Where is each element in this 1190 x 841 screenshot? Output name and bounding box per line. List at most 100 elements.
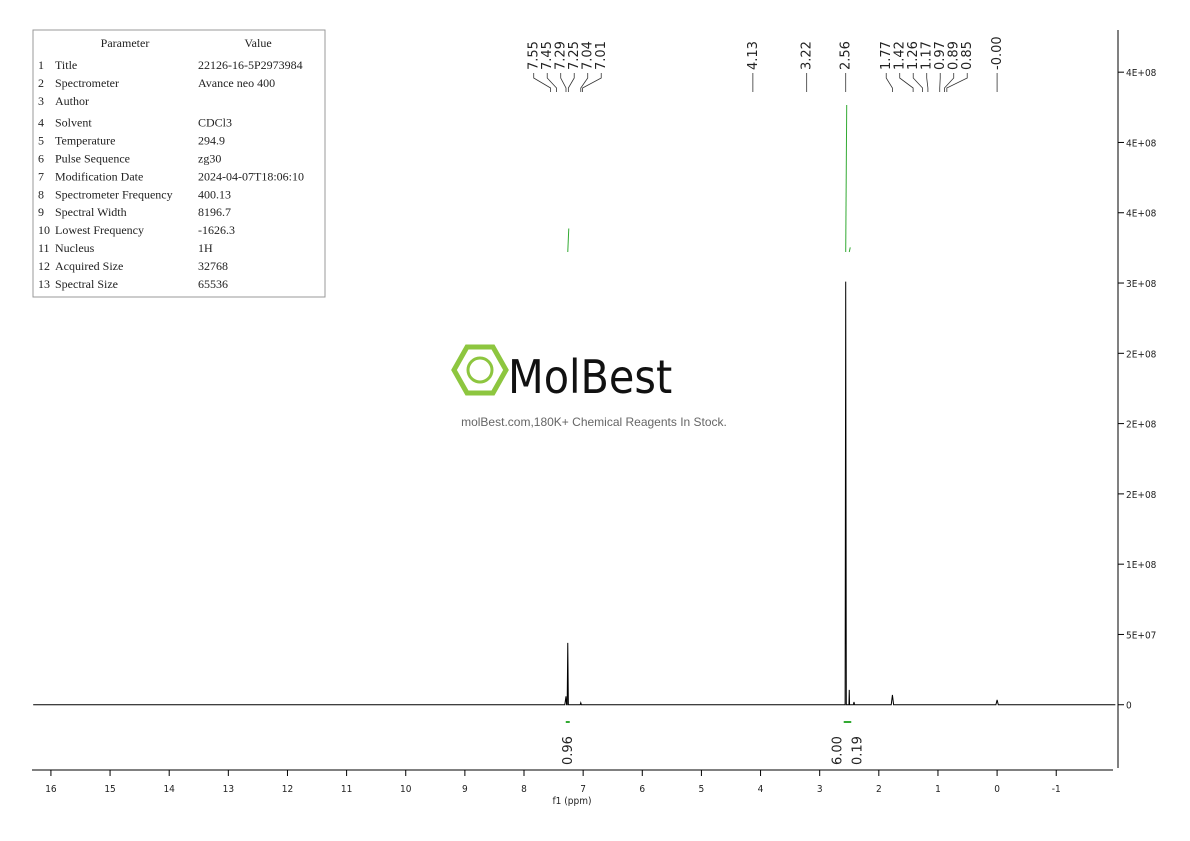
table-cell: 2 <box>38 76 44 90</box>
table-cell: Spectrometer Frequency <box>55 187 173 201</box>
peak-label: 1.17 <box>920 41 935 70</box>
integral-label: 6.00 <box>831 736 846 765</box>
peak-leader <box>546 73 557 92</box>
table-cell: 65536 <box>198 277 228 291</box>
table-cell: Acquired Size <box>55 259 123 273</box>
watermark-brand: MolBest <box>508 350 672 404</box>
table-cell: Author <box>55 94 89 108</box>
x-tick-label: 11 <box>341 784 352 795</box>
peak-label: 1.42 <box>893 41 908 70</box>
parameter-table-frame <box>32 29 326 298</box>
table-cell: Spectral Size <box>55 277 118 291</box>
table-cell: Pulse Sequence <box>55 152 130 166</box>
table-header: Value <box>244 36 271 50</box>
peak-label: 0.97 <box>933 41 948 70</box>
x-tick-label: 16 <box>45 784 57 795</box>
x-tick-label: 0 <box>994 784 1000 795</box>
x-tick-label: 4 <box>758 784 764 795</box>
peak-leader <box>533 73 552 92</box>
peak-label: 7.25 <box>567 41 582 70</box>
x-tick-label: 7 <box>580 784 586 795</box>
peak-label: 0.89 <box>947 41 962 70</box>
table-cell: Temperature <box>55 134 115 148</box>
y-tick-label: 4E+08 <box>1126 209 1157 220</box>
peak-label: 7.04 <box>581 41 596 70</box>
table-cell: zg30 <box>198 152 221 166</box>
integral-curve <box>567 228 570 253</box>
y-tick-label: 2E+08 <box>1126 349 1157 360</box>
table-cell: 12 <box>38 259 50 273</box>
y-tick-label: 5E+07 <box>1126 630 1156 641</box>
peak-label: 1.26 <box>906 41 921 70</box>
table-cell: 32768 <box>198 259 228 273</box>
table-cell: Title <box>55 58 77 72</box>
x-tick-label: 10 <box>400 784 412 795</box>
table-cell: 3 <box>38 94 44 108</box>
peak-leader <box>912 73 923 92</box>
table-cell: 9 <box>38 205 44 219</box>
x-tick-label: 3 <box>817 784 823 795</box>
table-cell: 8 <box>38 187 44 201</box>
table-cell: Spectrometer <box>55 76 119 90</box>
peak-label: 2.56 <box>839 41 854 70</box>
table-cell: 11 <box>38 241 50 255</box>
table-cell: 4 <box>38 116 44 130</box>
table-cell: 1H <box>198 241 213 255</box>
peak-label: 1.77 <box>879 41 894 70</box>
peak-leader <box>567 73 575 92</box>
y-tick-label: 4E+08 <box>1126 68 1157 79</box>
table-cell: 5 <box>38 134 44 148</box>
peak-label: -0.00 <box>990 36 1005 70</box>
peak-label: 7.01 <box>594 41 609 70</box>
x-tick-label: 9 <box>462 784 468 795</box>
x-tick-label: 13 <box>223 784 234 795</box>
integral-label: 0.19 <box>850 736 865 765</box>
integral-label: 0.96 <box>561 736 576 765</box>
table-cell: 7 <box>38 169 44 183</box>
table-cell: 6 <box>38 152 44 166</box>
table-cell: Modification Date <box>55 169 143 183</box>
table-cell: Avance neo 400 <box>198 76 275 90</box>
table-cell: 2024-04-07T18:06:10 <box>198 169 304 183</box>
table-cell: Solvent <box>55 116 92 130</box>
table-cell: CDCl3 <box>198 116 232 130</box>
x-tick-label: 2 <box>876 784 882 795</box>
peak-label: 7.45 <box>540 41 555 70</box>
peak-label: 7.29 <box>554 41 569 70</box>
table-cell: Lowest Frequency <box>55 223 144 237</box>
table-cell: Nucleus <box>55 241 95 255</box>
table-cell: 10 <box>38 223 50 237</box>
x-tick-label: 6 <box>639 784 645 795</box>
peak-leader <box>580 73 589 92</box>
table-cell: 1 <box>38 58 44 72</box>
peak-label: 4.13 <box>746 41 761 70</box>
integral-curve <box>848 247 851 253</box>
peak-label: 0.85 <box>960 41 975 70</box>
x-tick-label: -1 <box>1052 784 1061 795</box>
watermark-logo <box>451 344 509 396</box>
peak-leader <box>885 73 893 92</box>
x-tick-label: 15 <box>104 784 115 795</box>
peak-label: 7.55 <box>527 41 542 70</box>
x-tick-label: 12 <box>282 784 293 795</box>
table-cell: -1626.3 <box>198 223 235 237</box>
table-header: Parameter <box>101 36 150 50</box>
x-tick-label: 1 <box>935 784 941 795</box>
table-cell: Spectral Width <box>55 205 127 219</box>
peak-label: 3.22 <box>800 41 815 70</box>
x-axis-label: f1 (ppm) <box>553 796 592 807</box>
y-tick-label: 2E+08 <box>1126 490 1157 501</box>
y-tick-label: 2E+08 <box>1126 420 1157 431</box>
x-tick-label: 14 <box>163 784 175 795</box>
table-cell: 400.13 <box>198 187 231 201</box>
y-tick-label: 0 <box>1126 701 1132 712</box>
peak-leader <box>926 73 929 92</box>
x-tick-label: 5 <box>699 784 705 795</box>
spectrum-line <box>33 281 1116 706</box>
table-cell: 294.9 <box>198 134 225 148</box>
table-cell: 13 <box>38 277 50 291</box>
y-tick-label: 3E+08 <box>1126 279 1157 290</box>
peak-leader <box>560 73 567 92</box>
table-cell: 22126-16-5P2973984 <box>198 58 303 72</box>
